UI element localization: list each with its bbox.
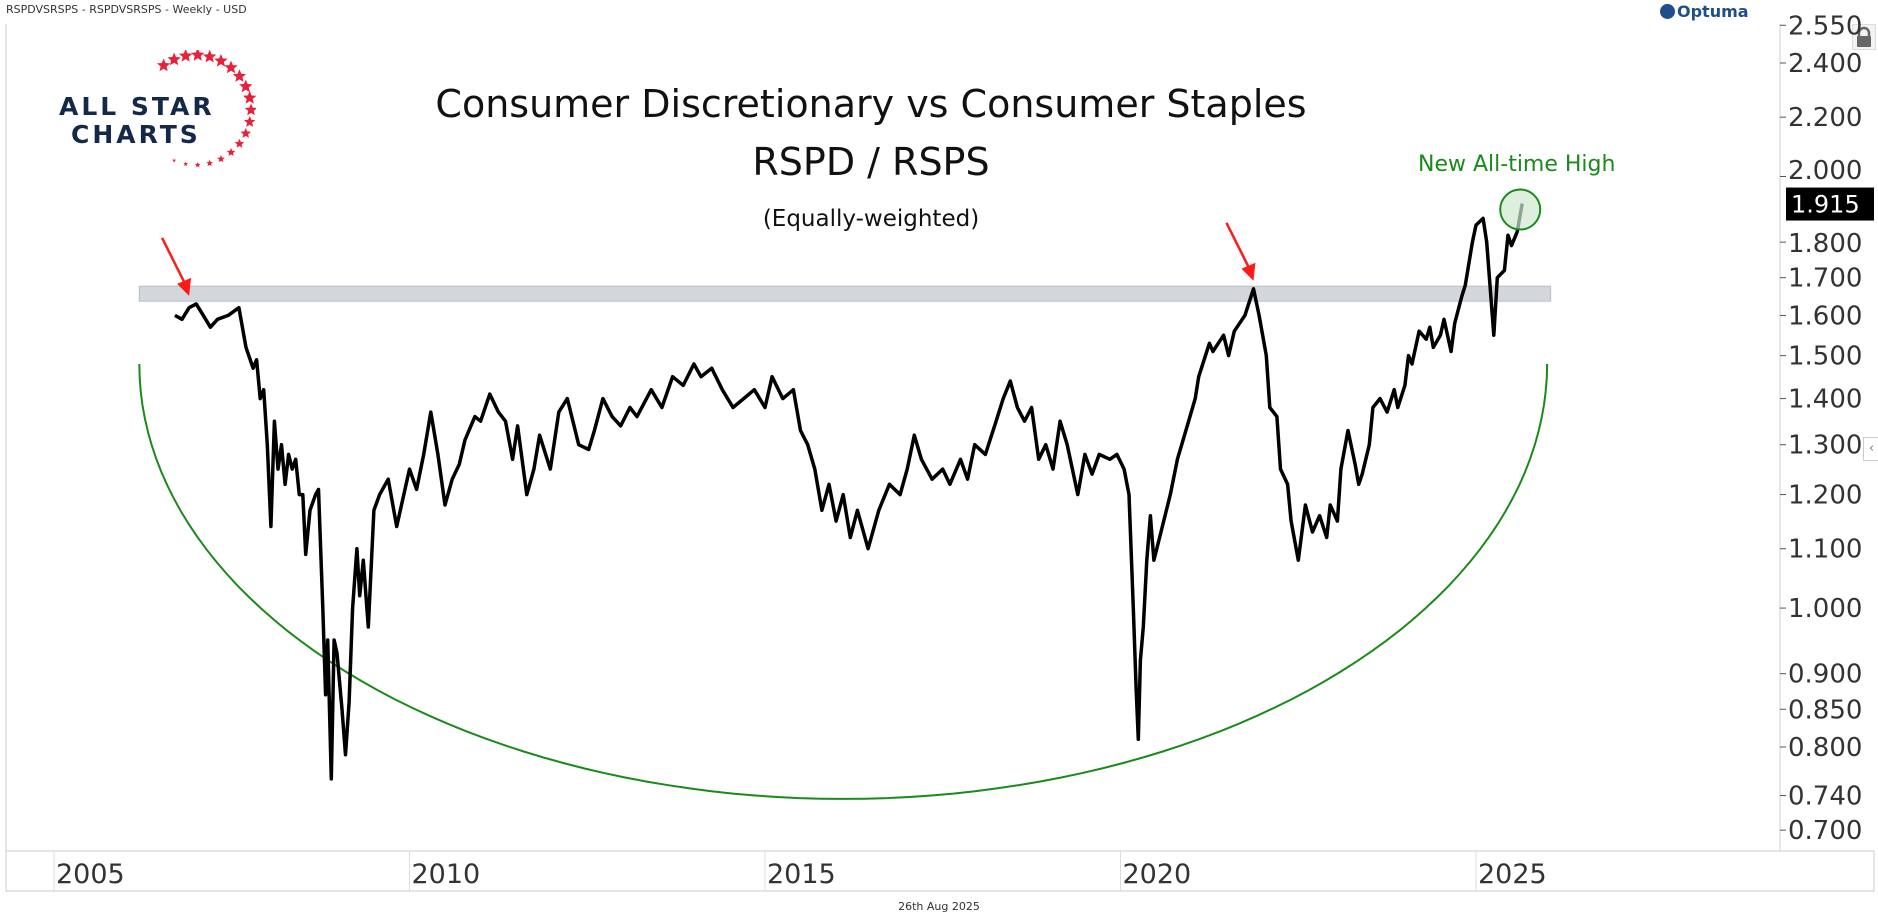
y-tick-label: 0.740 xyxy=(1788,782,1862,812)
chart-subtitle: RSPD / RSPS xyxy=(752,140,990,184)
logo-star-icon xyxy=(167,52,181,66)
y-tick-label: 1.700 xyxy=(1788,264,1862,294)
x-tick-label: 2015 xyxy=(767,859,836,890)
rounding-bottom-arc xyxy=(138,363,1549,800)
y-tick-label: 1.600 xyxy=(1788,301,1862,331)
chevron-left-icon[interactable]: ‹ xyxy=(1863,437,1878,461)
ath-annotation: New All-time High xyxy=(1418,152,1616,177)
y-tick-label: 2.400 xyxy=(1788,49,1862,79)
x-tick-label: 2010 xyxy=(412,859,481,890)
logo-stars-icon xyxy=(157,50,256,168)
y-tick-label: 1.500 xyxy=(1788,342,1862,372)
optuma-logo-icon xyxy=(1660,4,1675,19)
logo-star-icon xyxy=(191,50,205,61)
logo-line2: CHARTS xyxy=(71,120,201,149)
x-tick-label: 2020 xyxy=(1123,859,1192,890)
logo-star-icon xyxy=(226,147,236,156)
red-arrowhead-icon xyxy=(1241,262,1256,281)
logo-star-icon xyxy=(224,60,238,74)
all-star-charts-logo: ALL STAR CHARTS xyxy=(56,50,256,170)
logo-star-icon xyxy=(194,162,201,168)
y-tick-label: 1.000 xyxy=(1788,594,1862,624)
last-value-label: 1.915 xyxy=(1791,191,1860,219)
x-tick-label: 2025 xyxy=(1478,859,1547,890)
series-line xyxy=(174,203,1524,781)
logo-star-icon xyxy=(243,91,256,104)
y-tick-label: 0.850 xyxy=(1788,695,1862,725)
red-arrow-icon xyxy=(160,237,188,287)
chart-subtitle-note: (Equally-weighted) xyxy=(762,206,980,232)
logo-star-icon xyxy=(234,138,245,148)
footer-date: 26th Aug 2025 xyxy=(898,900,980,913)
resistance-band xyxy=(138,285,1552,302)
ath-highlight-circle xyxy=(1499,188,1542,231)
red-arrow-icon xyxy=(1225,222,1252,272)
logo-star-icon xyxy=(157,58,171,72)
y-tick-label: 1.100 xyxy=(1788,535,1862,565)
logo-star-icon xyxy=(239,79,253,93)
x-axis-box xyxy=(5,850,1875,892)
logo-star-icon xyxy=(244,116,256,127)
optuma-logo: Optuma xyxy=(1660,2,1749,21)
y-tick-label: 0.900 xyxy=(1788,660,1862,690)
x-tick-label: 2005 xyxy=(56,859,125,890)
red-arrowhead-icon xyxy=(177,277,192,296)
logo-line1: ALL STAR xyxy=(59,92,215,121)
y-tick-label: 1.800 xyxy=(1788,229,1862,259)
last-value-badge xyxy=(1786,187,1874,221)
logo-star-icon xyxy=(240,127,251,138)
y-tick-label: 0.700 xyxy=(1788,816,1862,846)
y-tick-label: 1.400 xyxy=(1788,385,1862,415)
logo-star-icon xyxy=(232,69,247,82)
y-tick-label: 2.550 xyxy=(1788,11,1862,41)
y-tick-label: 1.200 xyxy=(1788,481,1862,511)
chart-title: Consumer Discretionary vs Consumer Stapl… xyxy=(435,82,1307,126)
logo-star-icon xyxy=(214,54,228,67)
y-tick-label: 1.300 xyxy=(1788,431,1862,461)
lock-icon[interactable] xyxy=(1852,24,1876,50)
logo-star-icon xyxy=(206,159,213,167)
brand-name: Optuma xyxy=(1677,2,1749,21)
y-tick-label: 0.800 xyxy=(1788,733,1862,763)
logo-star-icon xyxy=(179,50,193,62)
y-tick-label: 2.200 xyxy=(1788,103,1862,133)
y-tick-label: 2.000 xyxy=(1788,156,1862,186)
logo-star-icon xyxy=(203,50,217,63)
logo-star-icon xyxy=(172,158,176,163)
instrument-header: RSPDVSRSPS - RSPDVSRSPS - Weekly - USD xyxy=(6,3,247,16)
logo-star-icon xyxy=(244,103,256,116)
logo-star-icon xyxy=(183,161,188,166)
logo-star-icon xyxy=(217,155,225,163)
